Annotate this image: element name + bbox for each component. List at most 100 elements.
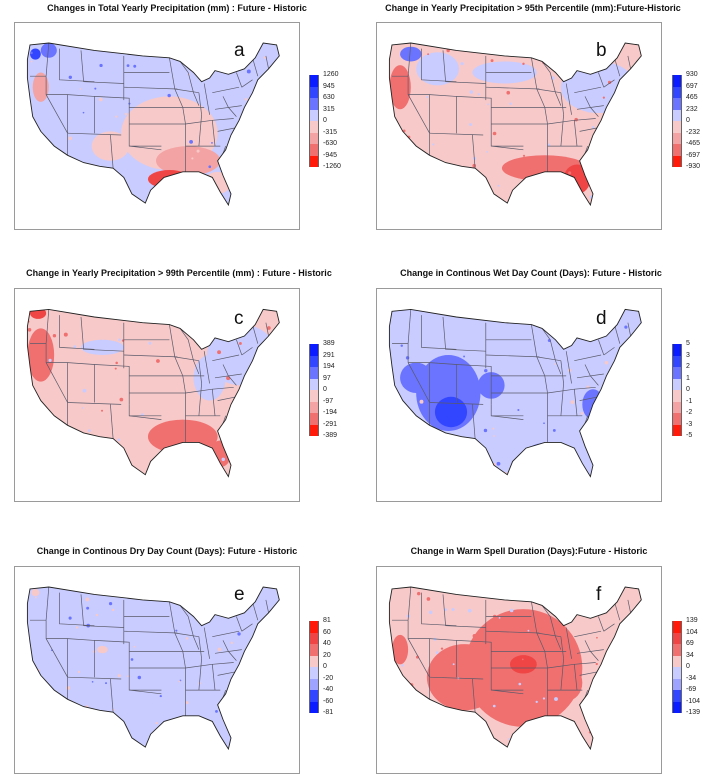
- speckle: [244, 672, 248, 675]
- state-border: [407, 43, 412, 77]
- speckle: [283, 132, 286, 135]
- speckle: [425, 388, 429, 392]
- speckle: [522, 154, 526, 157]
- legend-label: 1: [686, 374, 690, 382]
- speckle: [253, 593, 258, 597]
- anomaly-region: [32, 72, 49, 102]
- speckle: [490, 59, 494, 63]
- state-border: [110, 404, 114, 439]
- legend-swatch: [672, 424, 682, 436]
- anomaly-region: [400, 46, 422, 62]
- state-border: [236, 339, 243, 356]
- speckle: [519, 74, 523, 79]
- speckle: [597, 427, 602, 432]
- legend-swatch: [309, 121, 319, 133]
- state-border: [560, 636, 564, 659]
- legend-swatch: [309, 667, 319, 679]
- legend-swatch: [672, 344, 682, 356]
- speckle: [633, 687, 637, 691]
- legend-swatch: [672, 355, 682, 367]
- legend-swatch: [309, 655, 319, 667]
- speckle: [405, 356, 410, 360]
- state-border: [203, 351, 210, 384]
- speckle: [574, 117, 578, 122]
- legend-label: -630: [323, 140, 338, 147]
- speckle: [27, 327, 32, 332]
- state-border: [211, 389, 216, 416]
- anomaly-region: [550, 664, 583, 702]
- speckle: [483, 428, 488, 433]
- state-border: [472, 678, 476, 713]
- speckle: [542, 697, 546, 700]
- speckle: [82, 388, 87, 393]
- state-border: [579, 127, 599, 132]
- speckle: [29, 209, 32, 212]
- panel-title: Change in Continous Wet Day Count (Days)…: [400, 268, 662, 278]
- speckle: [642, 337, 644, 339]
- speckle: [594, 139, 597, 142]
- legend-label: -945: [323, 151, 338, 159]
- state-border: [485, 354, 540, 358]
- anomaly-region: [560, 61, 636, 113]
- speckle: [615, 157, 619, 161]
- speckle: [648, 619, 651, 622]
- speckle: [134, 318, 137, 321]
- state-border: [429, 638, 457, 678]
- state-border: [614, 601, 621, 621]
- speckle: [446, 48, 450, 53]
- state-border: [94, 96, 130, 135]
- speckle: [44, 424, 47, 428]
- state-border: [174, 632, 199, 638]
- speckle: [246, 352, 249, 355]
- speckle: [521, 587, 524, 588]
- speckle: [52, 334, 57, 338]
- speckle: [467, 368, 471, 371]
- speckle: [416, 591, 421, 596]
- speckle: [541, 169, 545, 172]
- speckle: [185, 637, 189, 640]
- speckle: [405, 470, 410, 475]
- speckle: [68, 616, 72, 620]
- speckle: [474, 669, 478, 673]
- speckle: [509, 608, 514, 613]
- speckle: [185, 701, 189, 705]
- state-border: [584, 640, 599, 661]
- state-border: [541, 605, 562, 650]
- speckle: [128, 471, 133, 475]
- speckle: [497, 184, 500, 187]
- speckle: [435, 656, 439, 659]
- speckle: [590, 453, 594, 457]
- state-border: [110, 678, 114, 713]
- legend-swatch: [672, 144, 682, 156]
- panel-letter: b: [596, 40, 607, 61]
- anomaly-region: [91, 131, 130, 161]
- legend-swatch: [309, 701, 319, 713]
- anomaly-region: [30, 48, 41, 60]
- speckle: [572, 673, 576, 677]
- state-border: [429, 362, 457, 403]
- legend-swatch: [309, 413, 319, 425]
- state-border: [544, 651, 548, 669]
- speckle: [604, 361, 609, 365]
- speckle: [127, 37, 131, 41]
- speckle: [433, 163, 437, 167]
- legend-swatch: [309, 344, 319, 356]
- speckle: [140, 413, 144, 417]
- legend-swatch: [672, 98, 682, 110]
- speckle: [603, 706, 607, 710]
- state-border: [198, 383, 202, 416]
- state-border: [80, 594, 124, 628]
- speckle: [386, 129, 388, 131]
- us-map-b: [386, 42, 642, 207]
- legend-label: -139: [686, 709, 701, 716]
- legend-swatch: [672, 109, 682, 121]
- state-border: [407, 309, 412, 344]
- speckle: [554, 363, 557, 365]
- state-border: [472, 134, 476, 169]
- legend-swatch: [309, 144, 319, 156]
- speckle: [21, 451, 24, 454]
- speckle: [115, 115, 118, 118]
- speckle: [137, 675, 142, 680]
- speckle: [462, 731, 466, 735]
- speckle: [127, 675, 129, 678]
